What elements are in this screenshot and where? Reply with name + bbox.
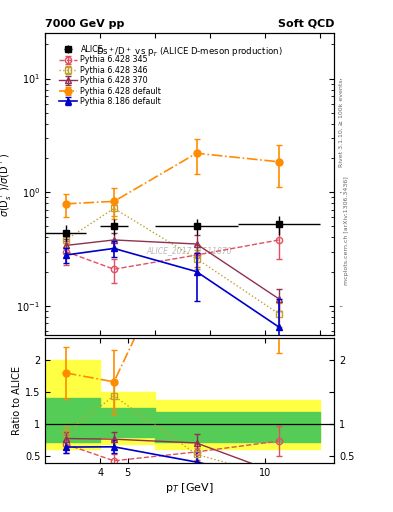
Text: mcplots.cern.ch [arXiv:1306.3436]: mcplots.cern.ch [arXiv:1306.3436] — [344, 176, 349, 285]
X-axis label: p$_{T}$ [GeV]: p$_{T}$ [GeV] — [165, 481, 214, 495]
Y-axis label: Ratio to ALICE: Ratio to ALICE — [12, 366, 22, 435]
Text: ALICE_2017_I1511870: ALICE_2017_I1511870 — [147, 246, 232, 255]
Text: Ds$^+$/D$^+$ vs p$_{T}$ (ALICE D-meson production): Ds$^+$/D$^+$ vs p$_{T}$ (ALICE D-meson p… — [96, 46, 283, 59]
Text: Rivet 3.1.10, ≥ 100k events: Rivet 3.1.10, ≥ 100k events — [339, 79, 343, 167]
Text: Soft QCD: Soft QCD — [277, 19, 334, 29]
Text: 7000 GeV pp: 7000 GeV pp — [45, 19, 125, 29]
Y-axis label: $\sigma$(D$^+_s$)/$\sigma$(D$^+$): $\sigma$(D$^+_s$)/$\sigma$(D$^+$) — [0, 152, 14, 217]
Legend: ALICE, Pythia 6.428 345, Pythia 6.428 346, Pythia 6.428 370, Pythia 6.428 defaul: ALICE, Pythia 6.428 345, Pythia 6.428 34… — [58, 44, 163, 108]
